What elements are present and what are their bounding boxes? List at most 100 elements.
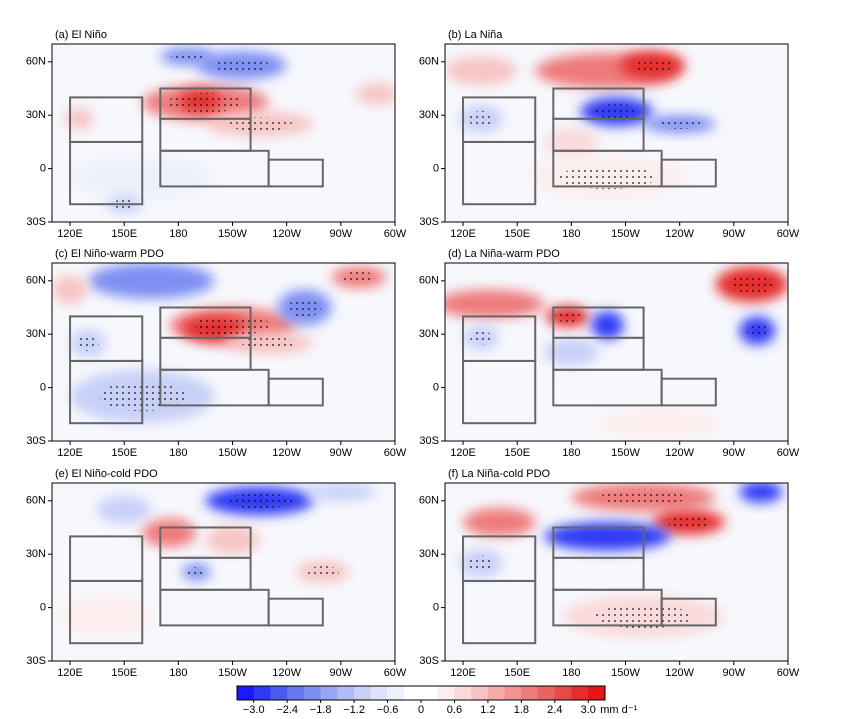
lon-label: 150E bbox=[504, 228, 530, 240]
lon-label: 120W bbox=[272, 667, 301, 679]
lon-label: 150E bbox=[504, 447, 530, 459]
region-box bbox=[660, 377, 717, 407]
anomaly bbox=[598, 408, 725, 438]
anomaly bbox=[142, 518, 197, 548]
anomaly bbox=[355, 83, 395, 105]
lat-label: 30S bbox=[419, 655, 439, 667]
field bbox=[52, 263, 395, 441]
lat-label: 60N bbox=[419, 495, 439, 507]
color-bin bbox=[554, 686, 572, 700]
colorbar-label: −0.6 bbox=[377, 704, 399, 716]
lon-label: 150E bbox=[504, 667, 530, 679]
lon-label: 60W bbox=[384, 228, 407, 240]
lat-label: 0 bbox=[433, 602, 439, 614]
color-bin bbox=[571, 686, 589, 700]
lon-label: 180 bbox=[562, 667, 580, 679]
lat-label: 30N bbox=[419, 548, 439, 560]
lat-label: 30S bbox=[419, 216, 439, 228]
stipple bbox=[77, 335, 99, 351]
color-bin bbox=[354, 686, 372, 700]
lat-label: 60N bbox=[26, 495, 46, 507]
region-box bbox=[462, 535, 537, 645]
stipple bbox=[558, 165, 657, 190]
lon-label: 120W bbox=[272, 228, 301, 240]
stipple bbox=[194, 322, 234, 336]
map-panel: (e) El Niño-cold PDO 120E 150E 180 150W 120W 9… bbox=[26, 468, 407, 679]
map-panel: (a) El Niño 120E 150E 180 150W 120W 90W 60W 60N 3… bbox=[26, 29, 407, 240]
lat-label: 30N bbox=[26, 548, 46, 560]
frame bbox=[51, 43, 396, 223]
lon-label: 120W bbox=[272, 447, 301, 459]
colorbar-unit: mm d⁻¹ bbox=[600, 704, 637, 716]
lat-label: 30N bbox=[26, 109, 46, 121]
stipple bbox=[241, 337, 296, 349]
lon-label: 120E bbox=[450, 667, 476, 679]
field bbox=[445, 483, 788, 661]
lon-label: 150W bbox=[218, 228, 247, 240]
stipple bbox=[167, 92, 244, 113]
color-bin bbox=[504, 686, 522, 700]
color-bin bbox=[521, 686, 539, 700]
lon-label: 60W bbox=[777, 667, 800, 679]
colorbar-label: 0 bbox=[418, 704, 424, 716]
anomaly bbox=[97, 495, 152, 524]
stipple bbox=[667, 515, 711, 530]
color-bin bbox=[337, 686, 355, 700]
field bbox=[52, 483, 395, 661]
lon-label: 60W bbox=[777, 447, 800, 459]
color-bin bbox=[454, 686, 472, 700]
region-box bbox=[267, 377, 324, 407]
map-panel: (f) La Niña-cold PDO 120E 150E 180 150W 120W 9… bbox=[419, 468, 800, 679]
panel-title: (e) El Niño-cold PDO bbox=[55, 468, 158, 480]
anomaly bbox=[544, 522, 671, 551]
lon-label: 150W bbox=[611, 447, 640, 459]
colorbar-label: 0.6 bbox=[447, 704, 462, 716]
lon-label: 150W bbox=[611, 228, 640, 240]
color-bin bbox=[270, 686, 288, 700]
lat-label: 60N bbox=[26, 56, 46, 68]
anomaly bbox=[591, 311, 624, 340]
lon-label: 120E bbox=[57, 667, 83, 679]
lat-label: 60N bbox=[419, 275, 439, 287]
color-bin bbox=[421, 686, 439, 700]
stipple bbox=[468, 555, 495, 571]
lon-label: 120W bbox=[665, 447, 694, 459]
lon-label: 150E bbox=[111, 228, 137, 240]
frame bbox=[444, 43, 789, 223]
region-box bbox=[462, 315, 537, 425]
lon-label: 60W bbox=[777, 228, 800, 240]
anomaly bbox=[205, 525, 260, 555]
color-bin bbox=[287, 686, 305, 700]
stipple bbox=[633, 57, 673, 74]
color-bin bbox=[303, 686, 321, 700]
region-box bbox=[267, 597, 324, 627]
lat-label: 30S bbox=[26, 655, 46, 667]
colorbar-label: 1.8 bbox=[514, 704, 529, 716]
region-box bbox=[69, 315, 144, 425]
lon-label: 90W bbox=[723, 447, 746, 459]
stipple bbox=[214, 57, 269, 74]
colorbar-label: 2.4 bbox=[547, 704, 562, 716]
panel-title: (d) La Niña-warm PDO bbox=[448, 248, 560, 260]
anomaly bbox=[445, 289, 545, 319]
stipple bbox=[594, 604, 693, 629]
anomaly bbox=[739, 483, 783, 503]
frame bbox=[51, 482, 396, 662]
lon-label: 180 bbox=[169, 667, 187, 679]
lat-label: 30N bbox=[419, 109, 439, 121]
panel-title: (b) La Niña bbox=[448, 29, 503, 41]
lon-label: 120E bbox=[450, 228, 476, 240]
anomaly bbox=[88, 263, 215, 299]
lon-label: 120W bbox=[665, 228, 694, 240]
color-bin bbox=[487, 686, 505, 700]
color-bin bbox=[404, 686, 422, 700]
stipple bbox=[600, 489, 687, 506]
lat-label: 0 bbox=[40, 163, 46, 175]
lon-label: 150W bbox=[218, 447, 247, 459]
color-bin bbox=[237, 686, 255, 700]
stipple bbox=[594, 103, 639, 120]
colorbar-label: −1.8 bbox=[310, 704, 332, 716]
lon-label: 150W bbox=[611, 667, 640, 679]
color-bin bbox=[387, 686, 405, 700]
